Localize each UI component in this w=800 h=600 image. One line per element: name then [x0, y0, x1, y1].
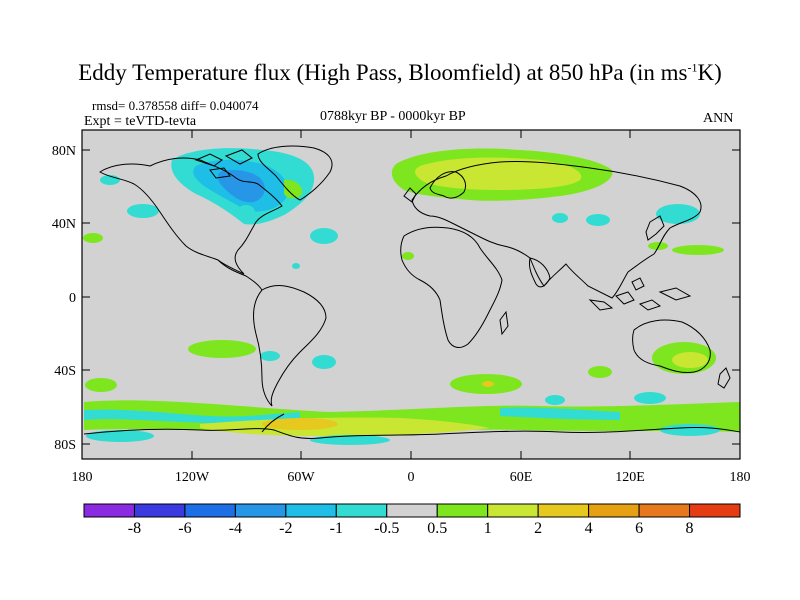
coast-africa [400, 226, 503, 348]
colorbar-label: 0.5 [427, 520, 448, 537]
colorbar-label: -1 [329, 520, 343, 537]
coastlines [83, 145, 741, 439]
himalaya-negative-blob [552, 213, 568, 223]
colorbar [83, 503, 741, 518]
colorbar-label: -4 [228, 520, 243, 537]
coast-antarctica [83, 427, 741, 439]
y-tick-40n: 40N [52, 217, 76, 232]
y-tick-80n: 80N [52, 144, 76, 159]
se-indian-positive-blob [588, 366, 612, 378]
natlantic-negative-blob [310, 228, 338, 244]
s-atlantic-negative-blob [312, 355, 336, 369]
colorbar-label: 8 [685, 520, 694, 537]
x-tick-0: 0 [408, 470, 415, 485]
npacific-positive-blob [672, 245, 724, 255]
antarctic-negative-west [86, 430, 154, 442]
tasman-negative-blob [634, 392, 666, 404]
s-indian-positive-core [482, 381, 494, 387]
colorbar-box [83, 503, 135, 518]
colorbar-label: -6 [178, 520, 192, 537]
greenland-positive [284, 179, 303, 199]
colorbar-label: -0.5 [374, 520, 400, 537]
kerguelen-negative-blob [545, 395, 565, 405]
y-tick-0: 0 [69, 291, 76, 306]
coast-indonesia [588, 277, 692, 311]
coast-antarctic-peninsula [261, 413, 285, 433]
x-tick-marks [81, 130, 741, 459]
x-tick-120w: 120W [175, 470, 210, 485]
arctic-negative-center [217, 170, 265, 203]
colorbar-box [285, 503, 337, 518]
colorbar-box [335, 503, 388, 518]
period-label: 0788kyr BP - 0000kyr BP [320, 109, 466, 124]
colorbar-box [638, 503, 691, 518]
colorbar-box [588, 503, 640, 518]
se-pacific-positive-blob [188, 340, 256, 358]
npacific-east-negative-blob [656, 204, 700, 224]
rmsd-diff-label: rmsd= 0.378558 diff= 0.040074 [92, 98, 259, 113]
coast-madagascar [499, 310, 509, 336]
coast-eurasia [411, 160, 702, 299]
australia-positive-core [672, 352, 708, 368]
x-tick-60e: 60E [510, 470, 533, 485]
coast-scandinavia [429, 171, 467, 199]
x-tick-60w: 60W [287, 470, 315, 485]
coast-india [529, 257, 551, 288]
coast-australia [632, 319, 711, 373]
coast-south-america [253, 285, 327, 407]
colorbar-label: 6 [635, 520, 644, 537]
colorbar-box [234, 503, 287, 518]
colorbar-box [689, 503, 741, 518]
plot-title: Eddy Temperature flux (High Pass, Bloomf… [78, 60, 722, 85]
x-tick-180e: 180 [730, 470, 751, 485]
colorbar-box [487, 503, 539, 518]
y-tick-40s: 40S [54, 364, 76, 379]
colorbar-label: -8 [127, 520, 142, 537]
africa-positive-blob [402, 252, 414, 260]
colorbar-box [184, 503, 236, 518]
sw-pacific-positive-blob [85, 378, 117, 392]
colorbar-label: 4 [584, 520, 593, 537]
y-tick-80s: 80S [54, 438, 76, 453]
colorbar-label: 2 [534, 520, 543, 537]
southern-ocean-negative-band-east [500, 407, 620, 420]
coast-japan [645, 215, 665, 241]
npacific-negative-blob [127, 204, 159, 218]
caribbean-negative-blob [292, 263, 300, 269]
season-label: ANN [703, 111, 734, 126]
coast-north-america [99, 157, 283, 275]
eurasia-positive-core [415, 157, 582, 190]
coast-central-america [217, 259, 263, 291]
antarctic-negative-east [660, 424, 720, 436]
coast-canadian-islands [194, 149, 253, 179]
colorbar-box [386, 503, 438, 518]
x-tick-120e: 120E [615, 470, 645, 485]
y-tick-marks [82, 149, 740, 445]
anomaly-fields [83, 148, 740, 445]
patagonia-negative-blob [260, 351, 280, 361]
asia-negative-blob [586, 214, 610, 226]
coast-new-zealand [717, 367, 731, 389]
japan-positive-blob [648, 242, 668, 250]
dateline-positive-blob [83, 233, 103, 243]
southern-ocean-negative-band [84, 409, 300, 424]
east-us-negative-blob [237, 205, 255, 219]
coast-uk [403, 187, 417, 203]
experiment-label: Expt = teVTD-tevta [84, 114, 197, 129]
coast-greenland [257, 145, 333, 201]
colorbar-box [436, 503, 489, 518]
colorbar-box [537, 503, 590, 518]
colorbar-box [133, 503, 186, 518]
x-tick-180w: 180 [72, 470, 93, 485]
southern-ocean-positive-peak [262, 418, 338, 430]
colorbar-label: -2 [279, 520, 293, 537]
colorbar-label: 1 [483, 520, 492, 537]
